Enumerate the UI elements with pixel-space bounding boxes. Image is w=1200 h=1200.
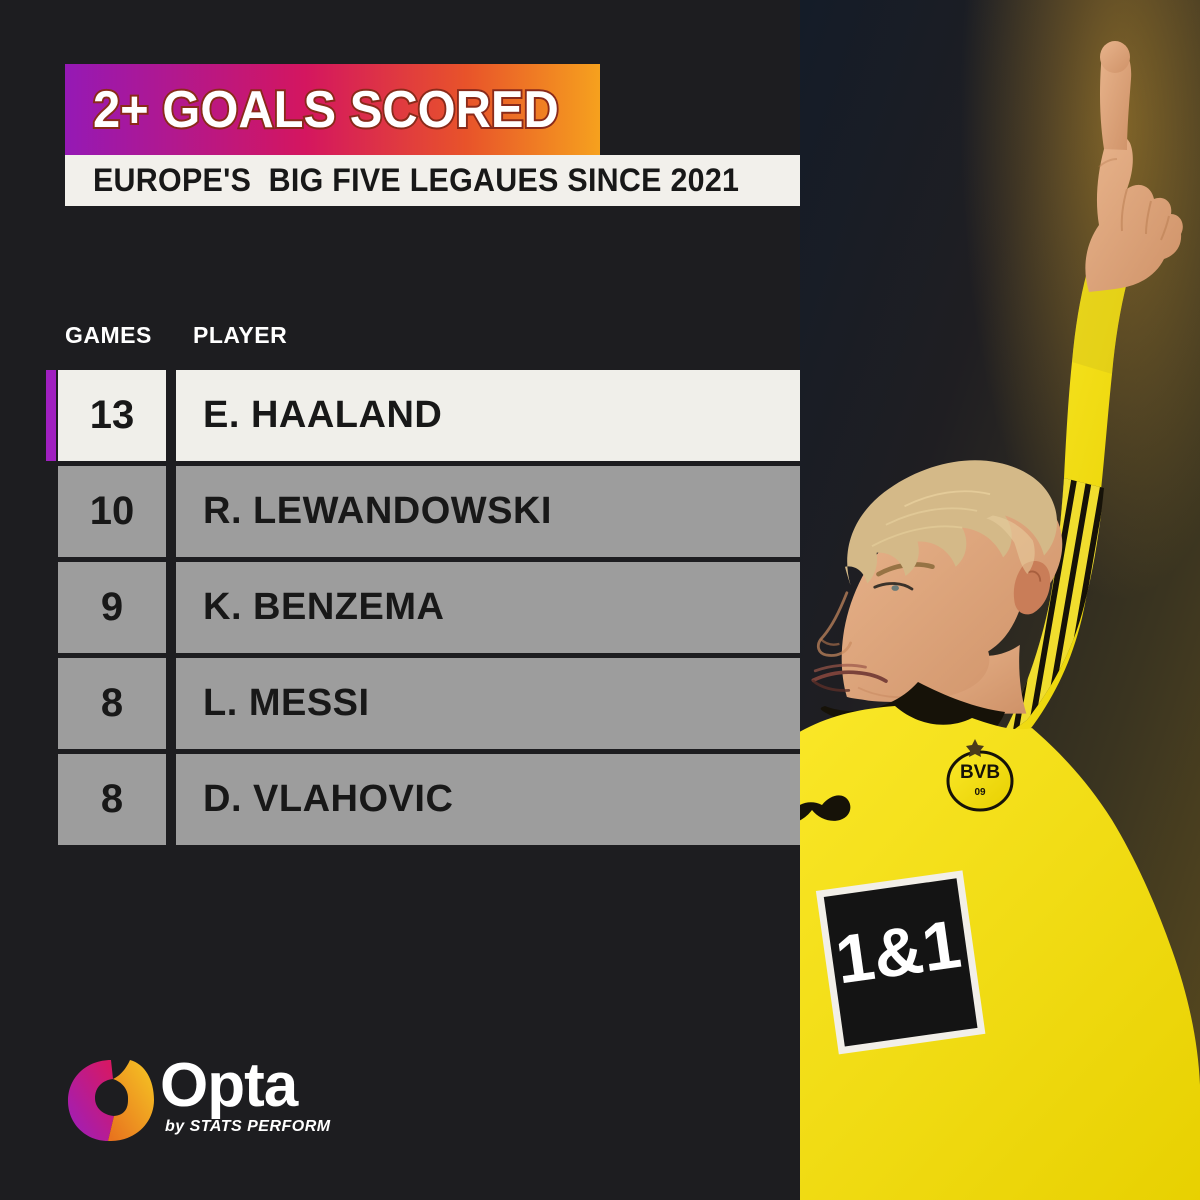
svg-text:09: 09 (974, 787, 986, 798)
svg-text:BVB: BVB (960, 762, 1000, 783)
